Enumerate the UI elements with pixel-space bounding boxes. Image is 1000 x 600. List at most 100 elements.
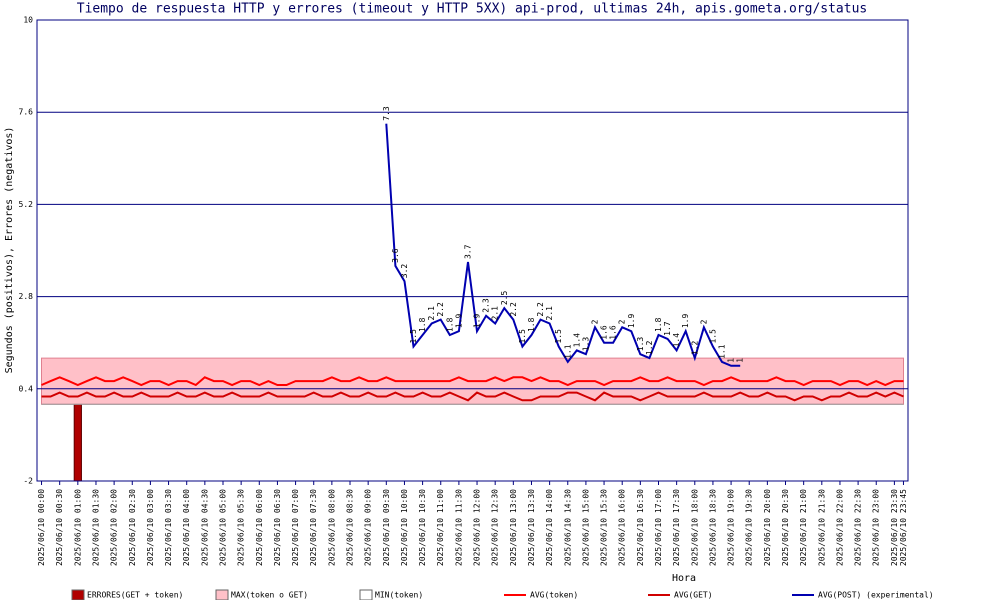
x-tick-label: 2025/06/10 19:00 <box>727 489 736 566</box>
data-label: 1.8 <box>654 317 663 332</box>
data-label: 1.2 <box>690 340 699 355</box>
x-tick-label: 2025/06/10 17:30 <box>672 489 681 566</box>
y-tick-label: 0.4 <box>19 384 34 393</box>
data-label: 2.5 <box>500 290 509 305</box>
x-tick-label: 2025/06/10 23:00 <box>872 489 881 566</box>
legend-label: MIN(token) <box>375 591 423 600</box>
x-tick-label: 2025/06/10 06:30 <box>273 489 282 566</box>
data-label: 2.2 <box>536 302 545 317</box>
avg-line <box>41 376 904 387</box>
x-tick-label: 2025/06/10 13:00 <box>509 489 518 566</box>
x-tick-label: 2025/06/10 01:30 <box>91 489 100 566</box>
error-bar <box>73 403 82 482</box>
x-tick-label: 2025/06/10 09:30 <box>382 489 391 566</box>
legend-label: AVG(POST) (experimental) <box>818 591 934 600</box>
data-label: 3.6 <box>391 248 400 263</box>
data-label: 2.2 <box>509 302 518 317</box>
data-label: 2.2 <box>436 302 445 317</box>
x-tick-label: 2025/06/10 12:00 <box>473 489 482 566</box>
legend-label: AVG(token) <box>530 591 578 600</box>
x-tick-label: 2025/06/10 03:00 <box>146 489 155 566</box>
avg-line <box>385 123 741 367</box>
data-label: 1.9 <box>627 314 636 329</box>
x-tick-label: 2025/06/10 08:00 <box>327 489 336 566</box>
y-tick-label: -2 <box>23 477 33 486</box>
data-label: 1.8 <box>418 317 427 332</box>
chart-title: Tiempo de respuesta HTTP y errores (time… <box>77 2 868 17</box>
plot: 7.33.63.21.51.82.1 2.21.8 1.93.71.92.32.12… <box>41 106 904 482</box>
y-tick-label: 7.6 <box>19 108 34 117</box>
y-tick-label: 10 <box>23 16 33 25</box>
x-tick-label: 2025/06/10 21:30 <box>817 489 826 566</box>
data-label: 1.4 <box>572 333 581 348</box>
legend-label: ERRORES(GET + token) <box>87 591 183 600</box>
data-label: 3.2 <box>400 264 409 279</box>
x-tick-label: 2025/06/10 10:00 <box>400 489 409 566</box>
data-label: 2 <box>618 319 627 324</box>
x-tick-label: 2025/06/10 22:30 <box>854 489 863 566</box>
data-label: 2.1 <box>491 306 500 321</box>
x-tick-label: 2025/06/10 14:00 <box>545 489 554 566</box>
x-tick-label: 2025/06/10 18:30 <box>708 489 717 566</box>
data-label: 1.1 <box>718 344 727 359</box>
avg-line <box>41 391 904 402</box>
x-tick-label: 2025/06/10 19:30 <box>745 489 754 566</box>
y-axis-label: Segundos (positivos), Errores (negativos… <box>4 127 15 374</box>
legend-swatch <box>215 589 229 600</box>
legend: ERRORES(GET + token) MAX(token o GET) MIN(… <box>71 589 934 600</box>
data-label: 1.6 <box>600 325 609 340</box>
data-label: 1.6 <box>609 325 618 340</box>
x-tick-label: 2025/06/10 06:00 <box>255 489 264 566</box>
y-tick-label: 2.8 <box>19 292 34 301</box>
x-tick-label: 2025/06/10 04:00 <box>182 489 191 566</box>
x-tick-label: 2025/06/10 16:30 <box>636 489 645 566</box>
data-label: 1.7 <box>663 321 672 336</box>
x-tick-label: 2025/06/10 20:30 <box>781 489 790 566</box>
data-label: 3.7 <box>463 244 472 259</box>
data-label: 1 <box>727 358 736 363</box>
x-tick-label: 2025/06/10 20:00 <box>763 489 772 566</box>
x-tick-label: 2025/06/10 10:30 <box>418 489 427 566</box>
x-tick-label: 2025/06/10 00:00 <box>37 489 46 566</box>
data-label: 1.8 <box>445 317 454 332</box>
x-tick-label: 2025/06/10 14:30 <box>563 489 572 566</box>
x-tick-label: 2025/06/10 11:30 <box>454 489 463 566</box>
data-label: 1 <box>736 358 745 363</box>
x-tick-label: 2025/06/10 21:00 <box>799 489 808 566</box>
data-label: 1.1 <box>563 344 572 359</box>
data-label: 2.1 <box>427 306 436 321</box>
x-tick-label: 2025/06/10 22:00 <box>835 489 844 566</box>
data-label: 1.3 <box>636 337 645 352</box>
data-label: 1.9 <box>454 314 463 329</box>
data-label: 7.3 <box>382 106 391 121</box>
x-tick-label: 2025/06/10 07:30 <box>309 489 318 566</box>
legend-swatch <box>71 589 85 600</box>
data-label: 2.3 <box>482 298 491 313</box>
x-tick-label: 2025/06/10 09:00 <box>364 489 373 566</box>
data-label: 2.1 <box>545 306 554 321</box>
data-label: 1.5 <box>518 329 527 344</box>
data-label: 2 <box>699 319 708 324</box>
x-tick-label: 2025/06/10 00:30 <box>55 489 64 566</box>
legend-label: AVG(GET) <box>674 591 713 600</box>
data-label: 1.5 <box>554 329 563 344</box>
x-tick-label: 2025/06/10 18:00 <box>690 489 699 566</box>
data-label: 1.3 <box>581 337 590 352</box>
x-tick-label: 2025/06/10 15:00 <box>581 489 590 566</box>
x-tick-label: 2025/06/10 23:45 <box>899 489 908 566</box>
y-tick-label: 5.2 <box>19 200 34 209</box>
data-label: 1.9 <box>681 314 690 329</box>
x-tick-label: 2025/06/10 02:00 <box>110 489 119 566</box>
legend-label: MAX(token o GET) <box>231 591 308 600</box>
x-tick-label: 2025/06/10 07:00 <box>291 489 300 566</box>
x-tick-label: 2025/06/10 16:00 <box>618 489 627 566</box>
x-tick-label: 2025/06/10 05:00 <box>218 489 227 566</box>
data-label: 2 <box>590 319 599 324</box>
x-tick-label: 2025/06/10 01:00 <box>73 489 82 566</box>
x-tick-label: 2025/06/10 08:30 <box>346 489 355 566</box>
x-tick-label: 2025/06/10 13:30 <box>527 489 536 566</box>
data-label: 1.8 <box>527 317 536 332</box>
x-axis-label: Hora <box>672 573 696 584</box>
